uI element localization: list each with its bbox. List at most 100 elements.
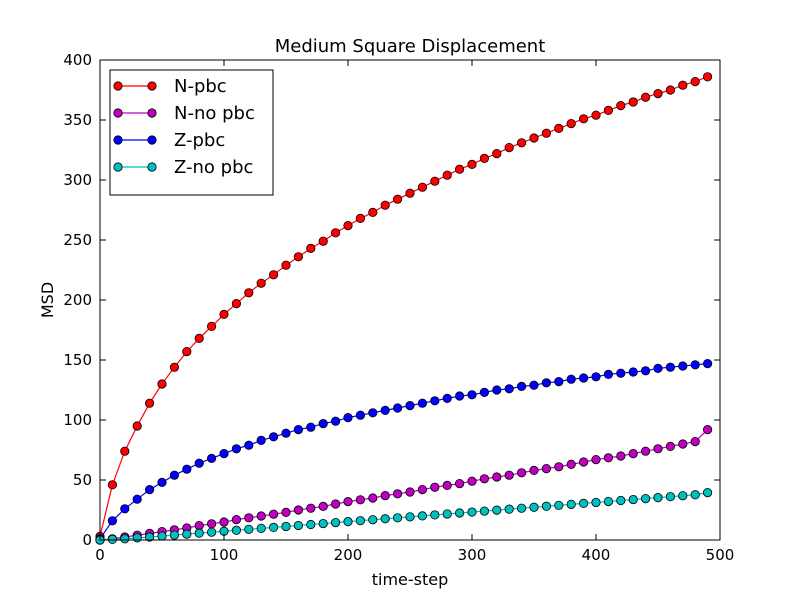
data-point [293,520,303,531]
data-point [194,520,204,531]
data-point [132,533,142,543]
data-point [554,500,564,510]
y-tick-label: 100 [63,411,92,429]
data-point [504,143,514,153]
data-point [120,446,130,456]
data-point [417,182,427,192]
data-point [318,518,328,529]
y-axis-label: MSD [38,282,57,318]
series-z-pbc [95,358,713,544]
data-point [120,534,130,544]
data-point [442,170,452,180]
data-point [678,361,688,371]
data-point [529,380,539,390]
data-point [306,519,316,530]
data-point [479,153,489,163]
data-point [145,484,155,495]
data-point [330,416,341,426]
data-point [368,493,378,503]
data-point [405,512,415,522]
data-point [207,527,217,537]
legend-marker [147,108,157,118]
data-point [690,77,700,87]
data-point [281,521,291,532]
data-point [355,516,365,526]
data-point [665,441,676,451]
data-point [169,530,179,540]
data-point [330,517,341,528]
data-point [405,400,415,411]
plot-area [95,72,713,545]
data-point [392,403,403,413]
data-point [554,376,564,387]
data-point [616,101,626,111]
data-point [690,360,700,370]
x-tick-label: 200 [334,546,363,564]
legend: N-pbc N-no pbc Z-pbc Z-no pbc [109,69,274,196]
data-point [318,418,328,429]
legend-label: N-no pbc [174,103,255,124]
x-axis-label: time-step [372,570,449,589]
data-point [529,133,539,143]
data-point [467,476,477,486]
data-point [343,221,353,231]
legend-entry: N-no pbc [113,103,255,124]
data-point [355,410,365,420]
data-point [430,510,440,520]
data-point [194,333,204,343]
data-point [343,517,353,527]
data-point [145,398,155,408]
data-point [268,270,279,280]
x-tick-label: 400 [582,546,611,564]
y-tick-label: 150 [63,351,92,369]
data-point [591,497,601,508]
data-point [380,514,390,524]
legend-marker [113,162,123,172]
data-point [268,522,279,533]
data-point [541,378,552,388]
data-point [653,493,663,503]
data-point [194,528,204,538]
data-point [578,498,589,508]
data-point [368,515,378,525]
data-point [616,495,626,506]
data-point [256,435,266,445]
y-tick-label: 350 [63,111,92,129]
data-point [293,505,303,515]
x-tick-label: 0 [95,546,105,564]
data-point [368,207,378,217]
data-point [132,494,142,504]
data-point [479,506,489,516]
chart-title: Medium Square Displacement [275,36,546,57]
data-point [640,493,651,504]
legend-label: Z-no pbc [174,157,253,178]
data-point [157,477,167,487]
data-point [702,72,713,82]
data-point [479,474,489,484]
data-point [454,478,465,489]
legend-marker [113,108,123,118]
data-point [504,384,514,394]
data-point [454,164,465,174]
data-point [591,372,601,382]
data-point [405,188,415,198]
data-point [417,398,427,408]
data-point [628,367,638,377]
y-tick-label: 400 [63,51,92,69]
data-point [702,358,713,369]
data-point [145,532,155,542]
data-point [603,105,614,116]
legend-marker [147,135,157,145]
data-point [554,123,564,133]
legend-entry: Z-no pbc [113,157,253,178]
data-point [702,424,713,435]
data-point [454,391,465,401]
data-point [306,422,316,432]
data-point [392,489,403,499]
data-point [640,92,651,102]
data-point [591,454,601,465]
data-point [343,412,353,423]
data-point [492,505,502,515]
data-point [690,436,700,447]
